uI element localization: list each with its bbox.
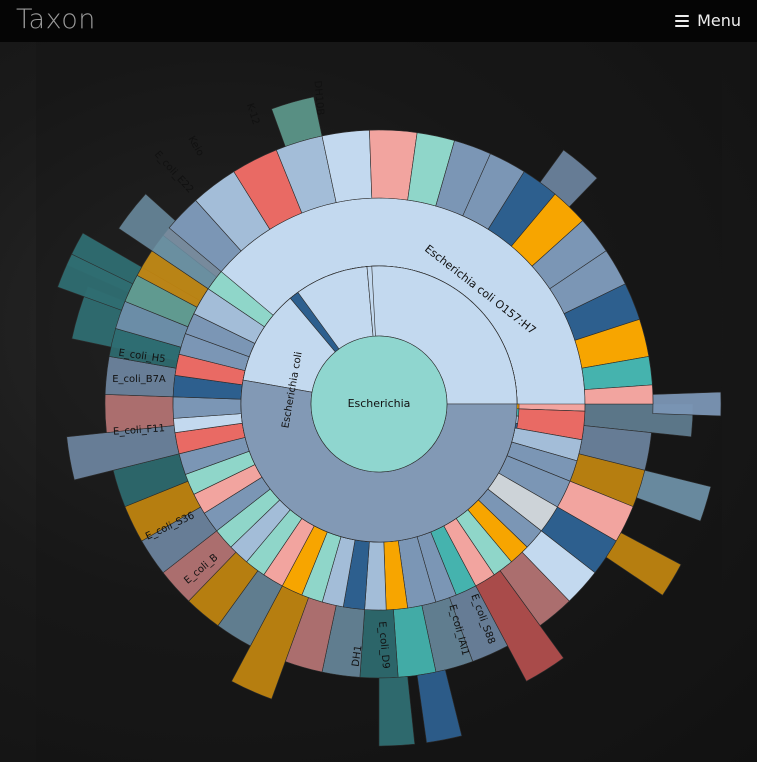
label-leaf-1: Keio: [186, 134, 206, 158]
label-leaf-6: E_coli_F11: [113, 423, 166, 438]
menu-button[interactable]: Menu: [675, 11, 741, 30]
label-leaf-3: DH10B: [312, 80, 326, 116]
sunburst-root-node[interactable]: [310, 335, 448, 473]
label-leaf-9: DH1: [351, 645, 365, 668]
label-leaf-0: K-12: [244, 102, 261, 126]
sunburst-node-outer-1[interactable]: [636, 469, 712, 522]
sunburst-node-outer-2[interactable]: [605, 532, 682, 596]
sunburst-node-outer-5[interactable]: [57, 253, 134, 311]
sunburst-node-o157-leaf-16[interactable]: [584, 384, 654, 405]
hamburger-icon: [675, 14, 690, 27]
menu-label: Menu: [697, 11, 741, 30]
sunburst-node-outer-4[interactable]: [378, 676, 416, 747]
label-leaf-5: E_coli_B7A: [112, 374, 166, 385]
sunburst-node-outer-6[interactable]: [652, 391, 722, 417]
top-navbar: Taxon Menu: [0, 0, 757, 42]
label-leaf-2: E_coli_E22: [152, 149, 195, 195]
label-leaf-10: E_coli_D9: [376, 621, 391, 669]
sunburst-node-outer-3[interactable]: [416, 669, 463, 744]
label-root: Escherichia: [348, 397, 411, 410]
brand-logo[interactable]: Taxon: [16, 4, 96, 35]
